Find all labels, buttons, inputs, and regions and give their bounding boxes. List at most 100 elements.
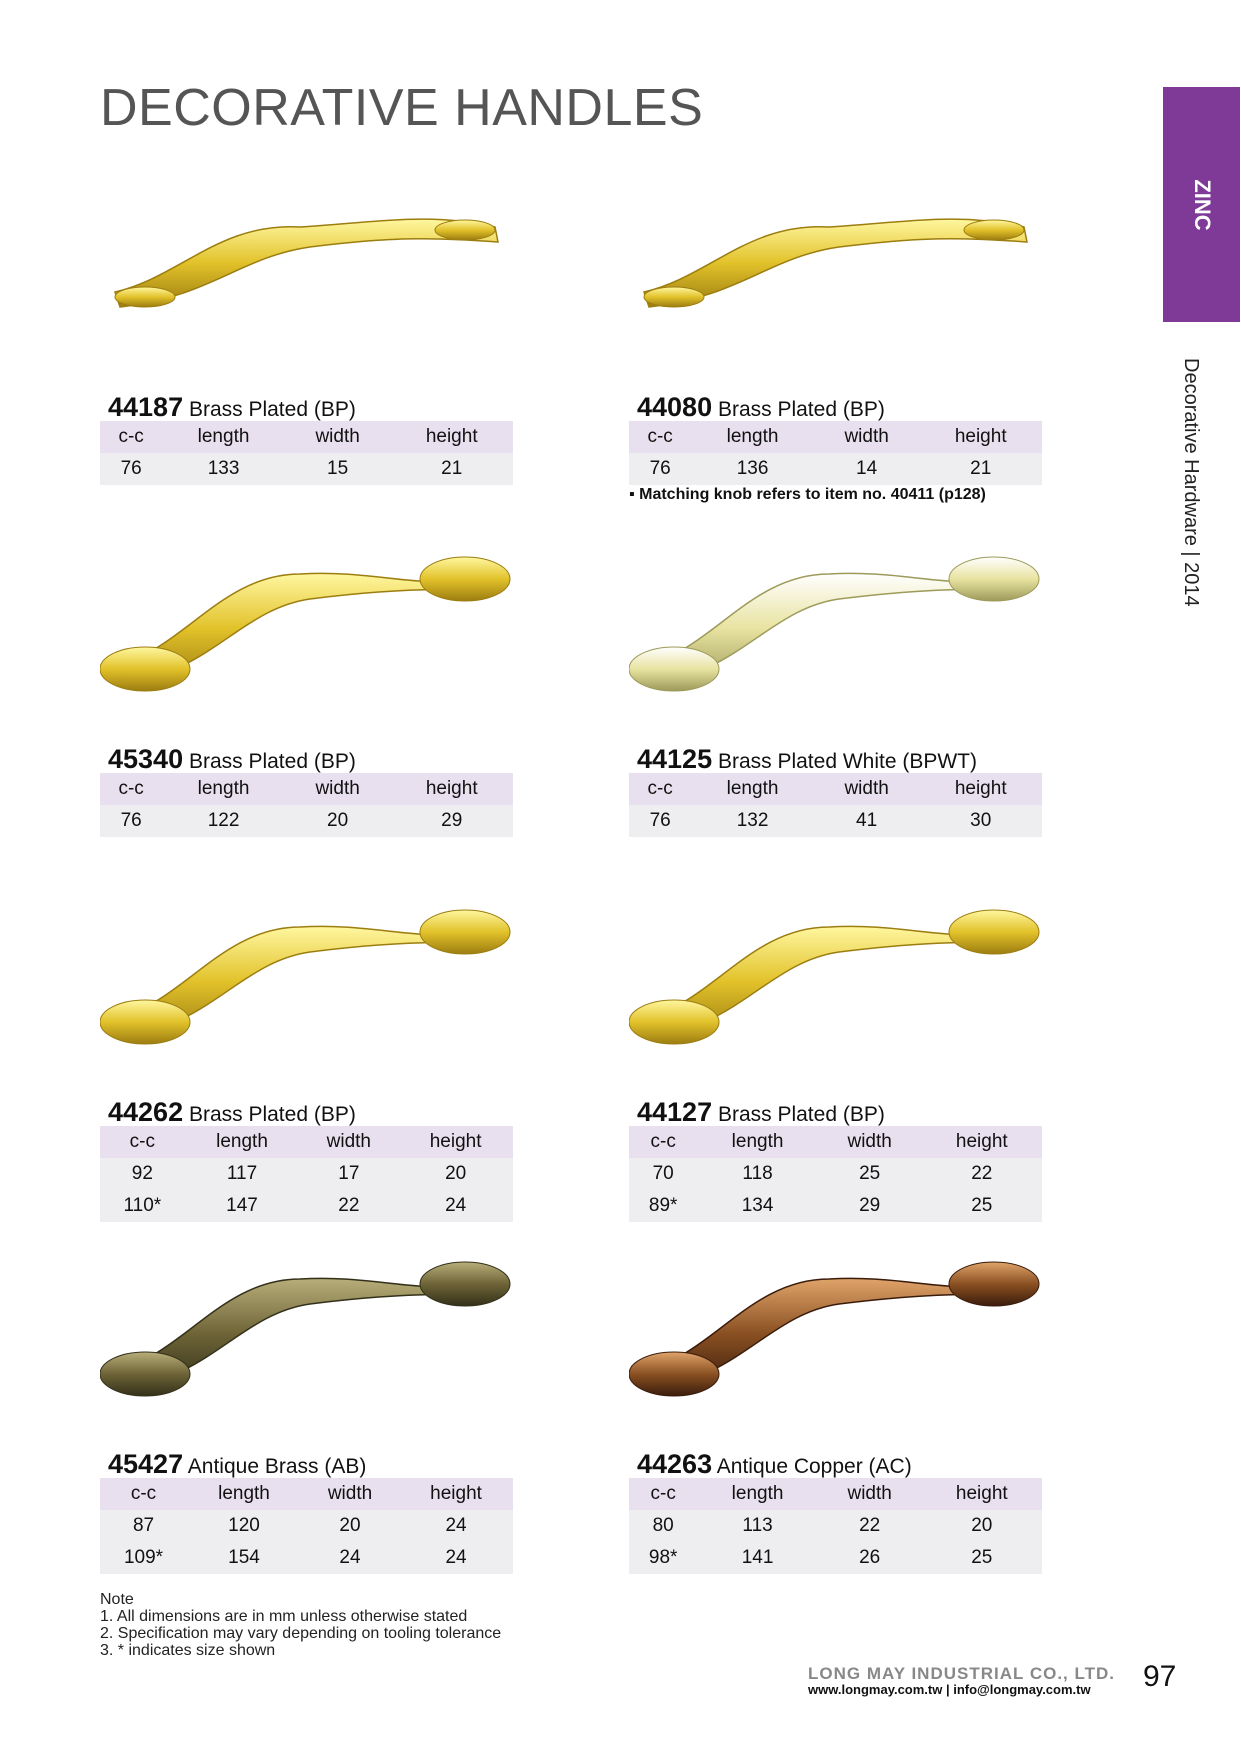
table-cell: 70 (629, 1158, 698, 1190)
product-name: 44127 Brass Plated (BP) (637, 1097, 885, 1128)
table-cell: 25 (817, 1158, 922, 1190)
table-cell: 76 (100, 453, 163, 485)
handle-end-right (948, 556, 1040, 602)
handle-end-left (100, 999, 191, 1045)
product-image (100, 1261, 511, 1397)
table-row: 109* 154 24 24 (100, 1542, 513, 1574)
column-header: width (813, 421, 920, 453)
note-item: 3. * indicates size shown (100, 1642, 276, 1659)
table-cell: 147 (184, 1190, 300, 1222)
table-cell: 118 (697, 1158, 818, 1190)
table-cell: 92 (100, 1158, 185, 1190)
product-code: 44127 (637, 1097, 713, 1127)
table-cell: 41 (813, 805, 920, 837)
column-header: length (184, 1126, 300, 1158)
product-code: 44125 (637, 744, 713, 774)
table-cell: 24 (300, 1542, 400, 1574)
product-name: 45427 Antique Brass (AB) (108, 1449, 366, 1480)
table-cell: 25 (921, 1190, 1042, 1222)
table-cell: 109* (100, 1542, 188, 1574)
column-header: length (697, 1126, 818, 1158)
handle-end-right (948, 1261, 1040, 1307)
table-row: 80 113 22 20 (629, 1510, 1042, 1542)
table-cell: 120 (187, 1510, 301, 1542)
note-item: 2. Specification may vary depending on t… (100, 1625, 502, 1642)
handle-end-left (629, 999, 720, 1045)
table-row: 76 136 14 21 (629, 453, 1042, 485)
column-header: width (299, 1126, 399, 1158)
table-row: 98* 141 26 25 (629, 1542, 1042, 1574)
handle-end-left (114, 286, 176, 308)
table-cell: 98* (629, 1542, 698, 1574)
product-image (643, 218, 1028, 308)
column-header: width (817, 1478, 922, 1510)
column-header: c-c (629, 773, 692, 805)
product-image (114, 218, 499, 308)
product-finish: Brass Plated (BP) (188, 1103, 356, 1126)
handle-end-left (100, 1351, 191, 1397)
table-row: 89* 134 29 25 (629, 1190, 1042, 1222)
table-cell: 24 (398, 1190, 513, 1222)
table-cell: 110* (100, 1190, 185, 1222)
product-name: 44125 Brass Plated White (BPWT) (637, 744, 977, 775)
column-header: c-c (100, 421, 163, 453)
table-cell: 22 (817, 1510, 922, 1542)
handle-end-right (419, 556, 511, 602)
category-tab: ZINC (1163, 87, 1240, 322)
table-cell: 25 (921, 1542, 1042, 1574)
table-cell: 133 (162, 453, 285, 485)
table-cell: 80 (629, 1510, 698, 1542)
table-cell: 22 (299, 1190, 399, 1222)
product-finish: Brass Plated (BP) (188, 398, 356, 421)
table-cell: 141 (697, 1542, 818, 1574)
column-header: height (919, 421, 1042, 453)
table-cell: 15 (284, 453, 391, 485)
column-header: height (921, 1126, 1042, 1158)
column-header: c-c (629, 421, 692, 453)
product-remark: ▪ Matching knob refers to item no. 40411… (629, 486, 986, 503)
product-code: 44262 (108, 1097, 184, 1127)
company-contact: www.longmay.com.tw | info@longmay.com.tw (808, 1682, 1091, 1697)
table-cell: 76 (629, 805, 692, 837)
spec-table: c-c length width height 70 118 25 22 89* 134 29 25 (629, 1126, 1042, 1222)
column-header: c-c (100, 773, 163, 805)
product-code: 44080 (637, 392, 713, 422)
table-cell: 113 (697, 1510, 818, 1542)
column-header: c-c (100, 1126, 185, 1158)
spec-table: c-c length width height 87 120 20 24 109* 154 24 2… (100, 1478, 513, 1574)
spec-table: c-c length width height 92 117 17 20 110* 147 22 2… (100, 1126, 513, 1222)
table-cell: 154 (187, 1542, 301, 1574)
handle-end-left (100, 646, 191, 692)
column-header: height (390, 773, 513, 805)
column-header: height (398, 1126, 513, 1158)
product-finish: Brass Plated (BP) (717, 1103, 885, 1126)
company-name: LONG MAY INDUSTRIAL CO., LTD. (808, 1664, 1115, 1683)
column-header: height (919, 773, 1042, 805)
handle-end-left (629, 1351, 720, 1397)
column-header: length (691, 773, 814, 805)
product-name: 45340 Brass Plated (BP) (108, 744, 356, 775)
column-header: length (697, 1478, 818, 1510)
handle-end-left (643, 286, 705, 308)
table-cell: 26 (817, 1542, 922, 1574)
note-heading: Note (100, 1591, 134, 1608)
table-cell: 134 (697, 1190, 818, 1222)
product-code: 44263 (637, 1449, 713, 1479)
column-header: width (284, 421, 391, 453)
table-cell: 21 (919, 453, 1042, 485)
column-header: c-c (629, 1478, 698, 1510)
spec-table: c-c length width height 80 113 22 20 98* 141 26 25 (629, 1478, 1042, 1574)
notes: Note 1. All dimensions are in mm unless … (100, 1591, 501, 1659)
handle-end-left (629, 646, 720, 692)
handle-end-right (963, 219, 1025, 241)
spec-table: c-c length width height 76 132 41 30 (629, 773, 1042, 837)
column-header: width (300, 1478, 400, 1510)
product-name: 44263 Antique Copper (AC) (637, 1449, 912, 1480)
column-header: width (813, 773, 920, 805)
spec-table: c-c length width height 76 136 14 21 (629, 421, 1042, 485)
product-image (100, 909, 511, 1045)
handle-end-right (419, 909, 511, 955)
table-cell: 132 (691, 805, 814, 837)
column-header: c-c (100, 1478, 188, 1510)
table-cell: 22 (921, 1158, 1042, 1190)
